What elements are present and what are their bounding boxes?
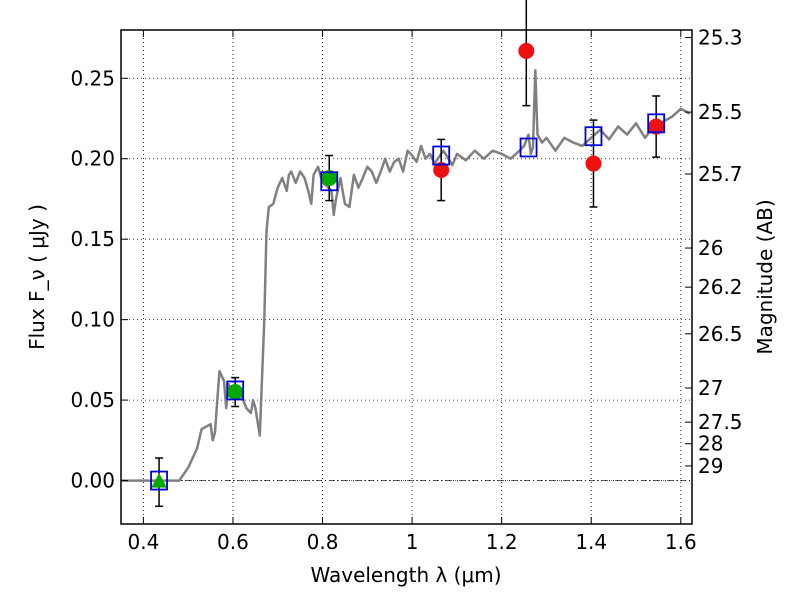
model-square xyxy=(150,470,168,491)
data-point xyxy=(433,161,450,178)
x-tick-label: 0.4 xyxy=(127,530,159,554)
x-tick-label: 1.2 xyxy=(486,530,518,554)
right-tick-label: 29 xyxy=(698,454,723,478)
right-tick-label: 26 xyxy=(698,236,723,260)
data-point xyxy=(518,42,535,59)
data-point xyxy=(227,384,244,401)
plot-frame xyxy=(120,29,693,525)
right-tick-label: 28 xyxy=(698,432,723,456)
data-point-triangle xyxy=(151,473,167,488)
y-tick-label: 0.20 xyxy=(70,147,115,171)
data-point xyxy=(585,155,602,172)
x-tick-label: 0.6 xyxy=(217,530,249,554)
spectrum-line xyxy=(121,68,691,482)
right-tick-label: 25.3 xyxy=(698,26,743,50)
model-square xyxy=(320,171,339,192)
model-square xyxy=(226,380,245,401)
right-tick-label: 27 xyxy=(698,376,723,400)
y-tick-label: 0.15 xyxy=(70,227,115,251)
right-tick-label: 26.2 xyxy=(698,275,743,299)
x-tick-label: 0.8 xyxy=(307,530,339,554)
model-square xyxy=(519,137,538,158)
y-tick-label: 0.25 xyxy=(70,66,115,90)
model-square xyxy=(432,145,451,166)
right-tick-label: 27.5 xyxy=(698,410,743,434)
y-tick-label: 0.00 xyxy=(70,469,115,493)
y-axis-title: Flux F_ν ( μJy ) xyxy=(25,204,49,350)
right-axis-title: Magnitude (AB) xyxy=(753,199,777,354)
x-tick-label: 1.6 xyxy=(665,530,697,554)
x-tick-label: 1.4 xyxy=(575,530,607,554)
right-tick-label: 25.7 xyxy=(698,162,743,186)
model-square xyxy=(584,126,603,147)
right-tick-label: 25.5 xyxy=(698,100,743,124)
y-tick-label: 0.05 xyxy=(70,388,115,412)
series-layer xyxy=(121,0,691,508)
x-tick-label: 1 xyxy=(406,530,419,554)
plot-background xyxy=(121,30,692,524)
x-axis-title: Wavelength λ (μm) xyxy=(310,563,501,587)
model-square xyxy=(647,113,666,134)
right-tick-label: 26.5 xyxy=(698,322,743,346)
ticks-layer: 0.4 0.6 0.8 1 1.2 1.4 1.6 0.00 0.05 0.10 0.15 0.20 0… xyxy=(70,26,742,554)
y-tick-label: 0.10 xyxy=(70,308,115,332)
